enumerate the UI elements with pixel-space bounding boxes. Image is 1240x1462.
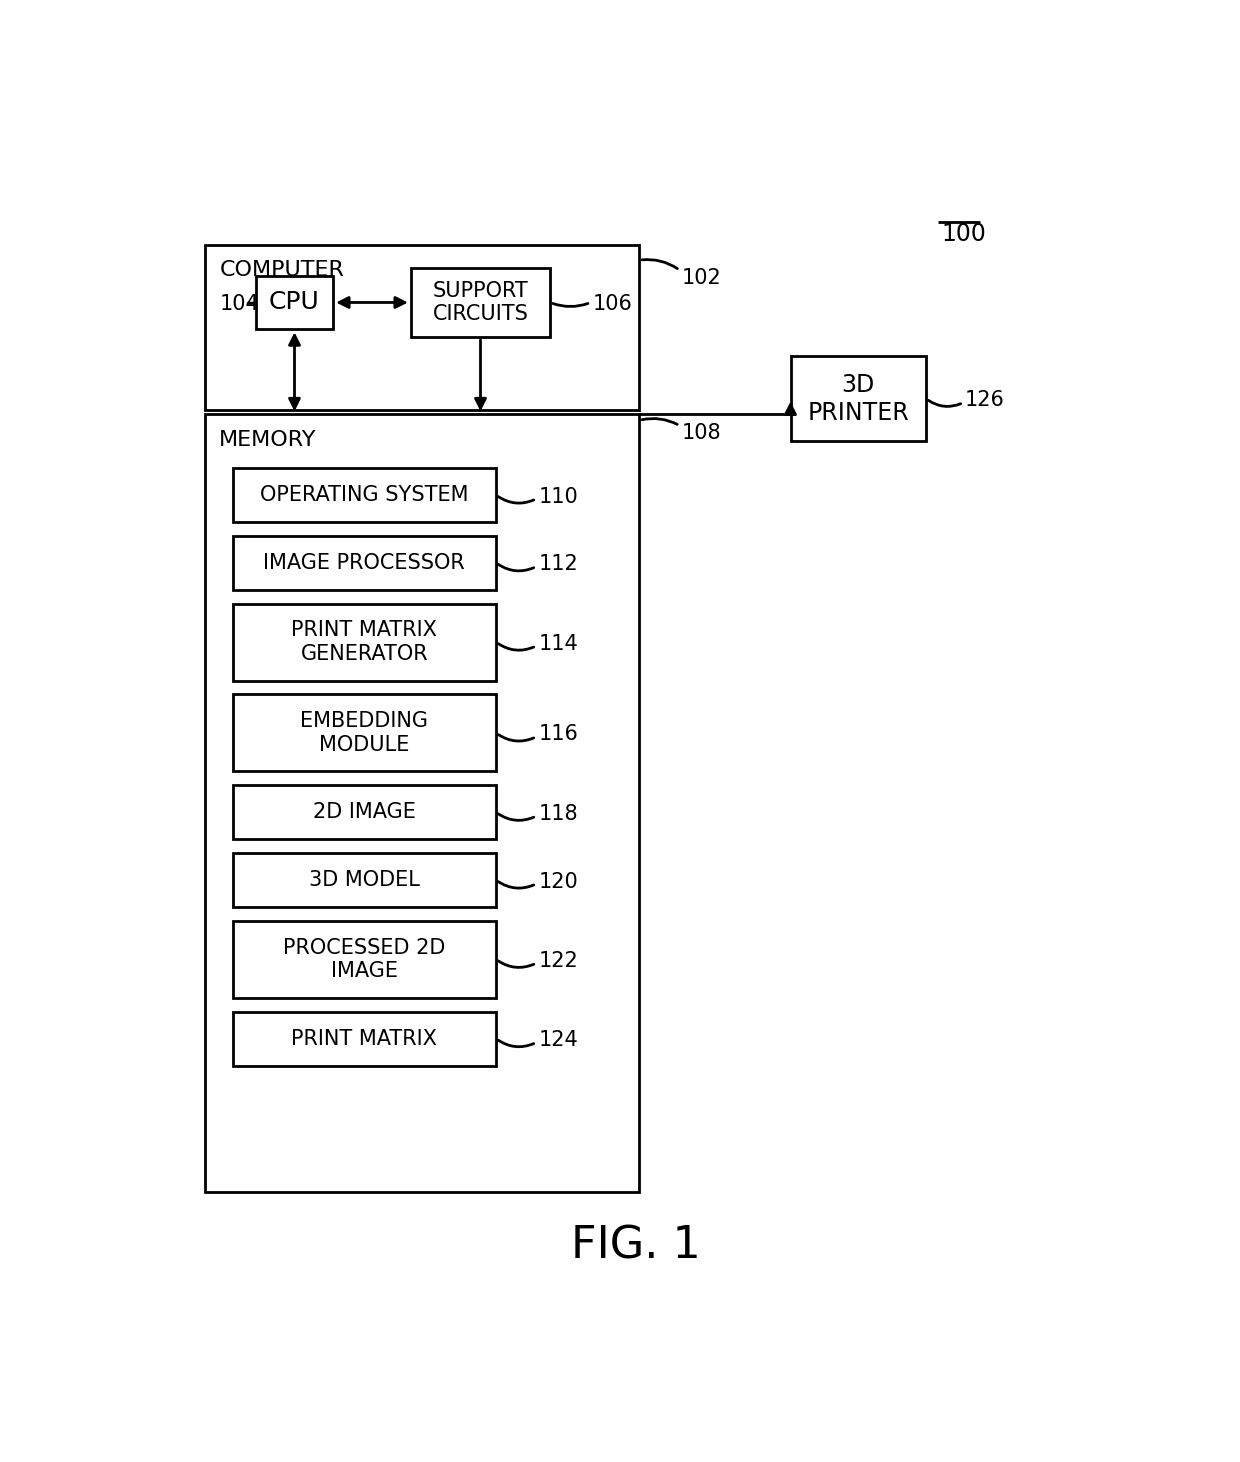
Bar — [233, 852, 496, 906]
Bar — [233, 468, 496, 522]
Text: 120: 120 — [538, 871, 578, 892]
Text: 112: 112 — [538, 554, 578, 575]
Text: IMAGE PROCESSOR: IMAGE PROCESSOR — [263, 553, 465, 573]
Text: SUPPORT
CIRCUITS: SUPPORT CIRCUITS — [433, 281, 528, 325]
Text: COMPUTER: COMPUTER — [219, 260, 345, 281]
Text: MEMORY: MEMORY — [219, 430, 317, 449]
Text: 3D MODEL: 3D MODEL — [309, 870, 419, 890]
Text: 2D IMAGE: 2D IMAGE — [312, 803, 415, 822]
Text: 104: 104 — [219, 294, 259, 314]
Text: 124: 124 — [538, 1031, 578, 1050]
Text: 114: 114 — [538, 633, 578, 654]
Bar — [233, 535, 496, 589]
Text: PRINT MATRIX: PRINT MATRIX — [291, 1029, 438, 1048]
Bar — [410, 268, 551, 338]
Text: 116: 116 — [538, 725, 579, 744]
Bar — [206, 414, 640, 1192]
Bar — [206, 244, 640, 411]
Bar — [233, 1012, 496, 1066]
Text: 106: 106 — [593, 294, 632, 314]
Text: 100: 100 — [941, 222, 987, 246]
Text: CPU: CPU — [269, 291, 320, 314]
Text: 3D
PRINTER: 3D PRINTER — [807, 373, 909, 424]
Text: PRINT MATRIX
GENERATOR: PRINT MATRIX GENERATOR — [291, 620, 438, 664]
Text: EMBEDDING
MODULE: EMBEDDING MODULE — [300, 712, 428, 754]
Bar — [233, 921, 496, 997]
Bar — [233, 785, 496, 839]
Bar — [233, 694, 496, 772]
Text: PROCESSED 2D
IMAGE: PROCESSED 2D IMAGE — [283, 937, 445, 981]
Text: OPERATING SYSTEM: OPERATING SYSTEM — [260, 485, 469, 504]
Text: 102: 102 — [682, 268, 722, 288]
Text: 118: 118 — [538, 804, 578, 823]
Bar — [233, 604, 496, 680]
Text: FIG. 1: FIG. 1 — [570, 1224, 701, 1268]
Text: 122: 122 — [538, 950, 578, 971]
Text: 110: 110 — [538, 487, 578, 506]
Text: 108: 108 — [682, 424, 722, 443]
Bar — [791, 357, 926, 442]
Text: 126: 126 — [965, 390, 1004, 411]
Bar — [255, 275, 334, 329]
